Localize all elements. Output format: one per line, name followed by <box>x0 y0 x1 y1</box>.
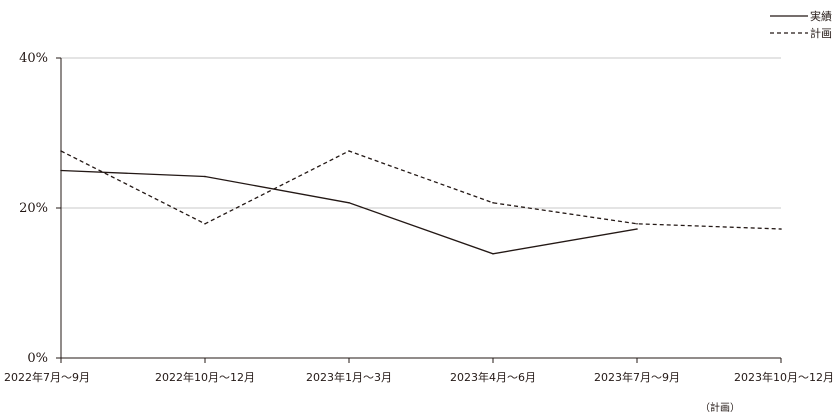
legend-label: 計画 <box>810 26 832 40</box>
data-point <box>780 228 782 230</box>
legend-label: 実績 <box>810 9 832 23</box>
axes <box>56 57 782 363</box>
x-tick-label: 2023年4月～6月 <box>450 370 536 384</box>
y-tick-label: 20% <box>19 201 48 216</box>
x-tick-label: 2023年10月～12月 <box>734 370 834 384</box>
grid-lines <box>61 57 781 209</box>
data-point <box>204 222 206 225</box>
data-point <box>636 228 638 230</box>
y-tick-label: 40% <box>19 51 48 66</box>
data-point <box>60 169 62 172</box>
data-point <box>636 222 638 225</box>
x-tick-labels: 2022年7月～9月 2022年10月～12月 2023年1月～3月 2023年4月～… <box>4 370 834 414</box>
data-point <box>492 252 494 255</box>
data-point <box>348 150 350 152</box>
data-point <box>492 201 494 204</box>
y-tick-labels: 0% 20% 40% <box>19 51 48 366</box>
x-tick-label: 2023年1月～3月 <box>306 370 392 384</box>
x-category-note: （計画） <box>700 401 740 414</box>
x-tick-label: 2022年10月～12月 <box>155 370 255 384</box>
y-tick-label: 0% <box>27 351 48 366</box>
series-line-actual <box>60 169 638 255</box>
x-tick-label: 2022年7月～9月 <box>4 370 90 384</box>
data-point <box>348 201 350 204</box>
data-point <box>60 150 62 152</box>
data-point <box>204 175 206 178</box>
x-tick-label: 2023年7月～9月 <box>594 370 680 384</box>
series-line-plan <box>60 150 782 230</box>
series-lines <box>60 150 782 255</box>
